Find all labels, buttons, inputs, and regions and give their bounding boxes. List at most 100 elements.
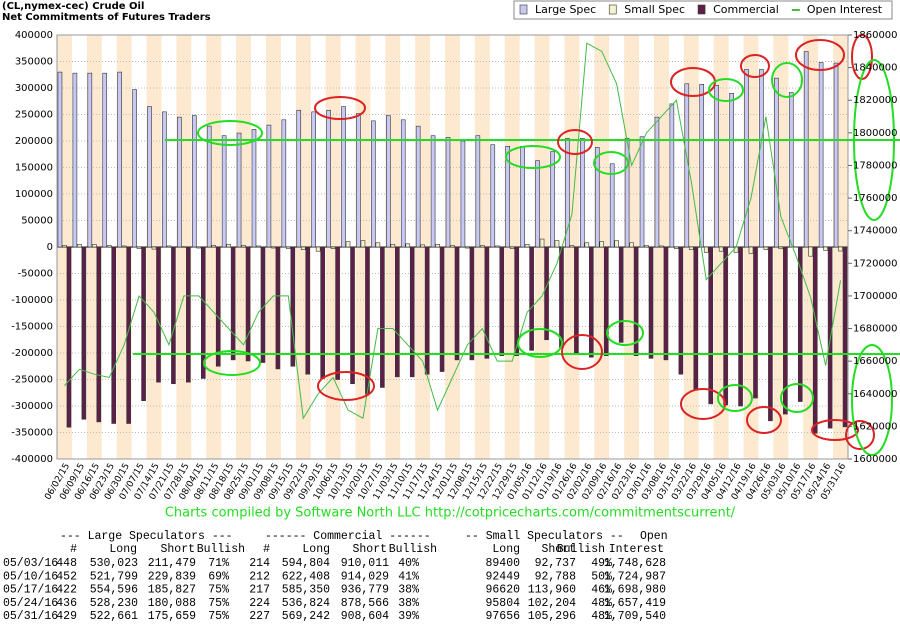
bar xyxy=(445,136,451,248)
y2-tick-label: 1680000 xyxy=(853,324,898,335)
y2-tick-label: 1740000 xyxy=(853,226,898,237)
table-cell: 422 xyxy=(56,584,77,597)
table-cell: 521,799 xyxy=(90,570,138,583)
bar xyxy=(723,246,728,406)
legend-label: Commercial xyxy=(713,3,779,16)
bar xyxy=(66,246,72,428)
bar xyxy=(688,246,694,250)
table-cell: 180,088 xyxy=(148,597,196,610)
bar xyxy=(639,136,645,248)
bar xyxy=(768,246,773,422)
table-cell: 1,698,980 xyxy=(604,584,666,597)
y-tick-label: 0 xyxy=(47,242,53,253)
bar xyxy=(365,246,370,395)
table-cell: 910,011 xyxy=(341,557,389,570)
table-cell: 452 xyxy=(56,570,77,583)
bar xyxy=(151,246,157,250)
bar xyxy=(81,246,87,420)
table-cell: 38% xyxy=(398,584,419,597)
bar xyxy=(659,245,664,248)
bar xyxy=(654,116,660,248)
bar xyxy=(326,109,331,248)
annotations xyxy=(133,34,900,456)
bar xyxy=(166,245,172,248)
bar xyxy=(494,245,500,248)
table-cell: 75% xyxy=(208,610,229,623)
table-cell: 41% xyxy=(398,570,419,583)
bar xyxy=(300,246,306,250)
bar xyxy=(609,163,615,248)
table-cell: 1,657,419 xyxy=(604,597,666,610)
bar xyxy=(693,246,699,391)
legend-swatch xyxy=(519,4,528,15)
legend-label: Small Spec xyxy=(624,3,685,16)
bar xyxy=(206,125,212,248)
table-cell: 878,566 xyxy=(341,597,389,610)
bar xyxy=(311,111,316,248)
bar xyxy=(341,106,346,248)
bar xyxy=(147,106,152,248)
bar xyxy=(589,246,594,358)
table-cell: 217 xyxy=(249,584,270,597)
table-date: 05/10/16 xyxy=(3,570,58,583)
y2-tick-label: 1800000 xyxy=(853,128,898,139)
table-column-header: Short xyxy=(541,543,576,556)
table-cell: 48% xyxy=(591,597,612,610)
bar xyxy=(753,246,758,399)
bar xyxy=(111,246,117,424)
y2-tick-label: 1820000 xyxy=(853,95,898,106)
bar xyxy=(569,245,575,248)
bar xyxy=(62,245,67,248)
table-cell: 211,479 xyxy=(148,557,196,570)
y-tick-label: -400000 xyxy=(11,454,53,465)
bar xyxy=(106,245,112,248)
bar xyxy=(729,93,734,248)
bar xyxy=(823,246,828,251)
bar xyxy=(633,246,639,356)
y2-tick-label: 1780000 xyxy=(853,160,898,171)
bar xyxy=(171,246,176,385)
y2-tick-label: 1600000 xyxy=(853,454,898,465)
y-tick-label: 50000 xyxy=(21,216,53,227)
y-tick-label: 250000 xyxy=(15,110,53,121)
table-column-header: Long xyxy=(302,543,330,556)
bar xyxy=(345,241,351,248)
table-cell: 69% xyxy=(208,570,229,583)
bar xyxy=(275,246,281,370)
y2-tick-label: 1640000 xyxy=(853,389,898,400)
y2-tick-label: 1840000 xyxy=(853,63,898,74)
bar xyxy=(714,85,719,248)
table-cell: 39% xyxy=(398,610,419,623)
bar xyxy=(395,246,400,378)
bar xyxy=(281,119,287,248)
y-tick-label: -100000 xyxy=(11,295,53,306)
bar xyxy=(415,125,421,248)
bar xyxy=(574,246,579,354)
bar xyxy=(678,246,684,375)
table-cell: 92,788 xyxy=(535,570,577,583)
legend-swatch xyxy=(608,4,617,15)
bar xyxy=(335,246,340,380)
bar xyxy=(699,83,705,248)
bar xyxy=(520,146,525,248)
bar xyxy=(360,240,366,248)
table-cell: 75% xyxy=(208,584,229,597)
bar xyxy=(663,246,669,361)
bar xyxy=(490,144,496,248)
bar xyxy=(454,246,460,361)
bar xyxy=(539,238,545,248)
bar xyxy=(200,246,206,379)
bar xyxy=(435,244,440,248)
table-cell: 102,204 xyxy=(528,597,576,610)
chart-subtitle: Net Commitments of Futures Traders xyxy=(2,12,211,23)
table-cell: 229,839 xyxy=(148,570,196,583)
bar xyxy=(330,246,336,249)
table-cell: 914,029 xyxy=(341,570,389,583)
credit-annotation: Charts compiled by Software North LLC ht… xyxy=(165,506,736,521)
bar xyxy=(708,246,714,405)
legend-label: Large Spec xyxy=(535,3,596,16)
bar xyxy=(469,246,475,361)
bar xyxy=(529,246,534,351)
bar xyxy=(450,245,455,248)
table-date: 05/24/16 xyxy=(3,597,58,610)
